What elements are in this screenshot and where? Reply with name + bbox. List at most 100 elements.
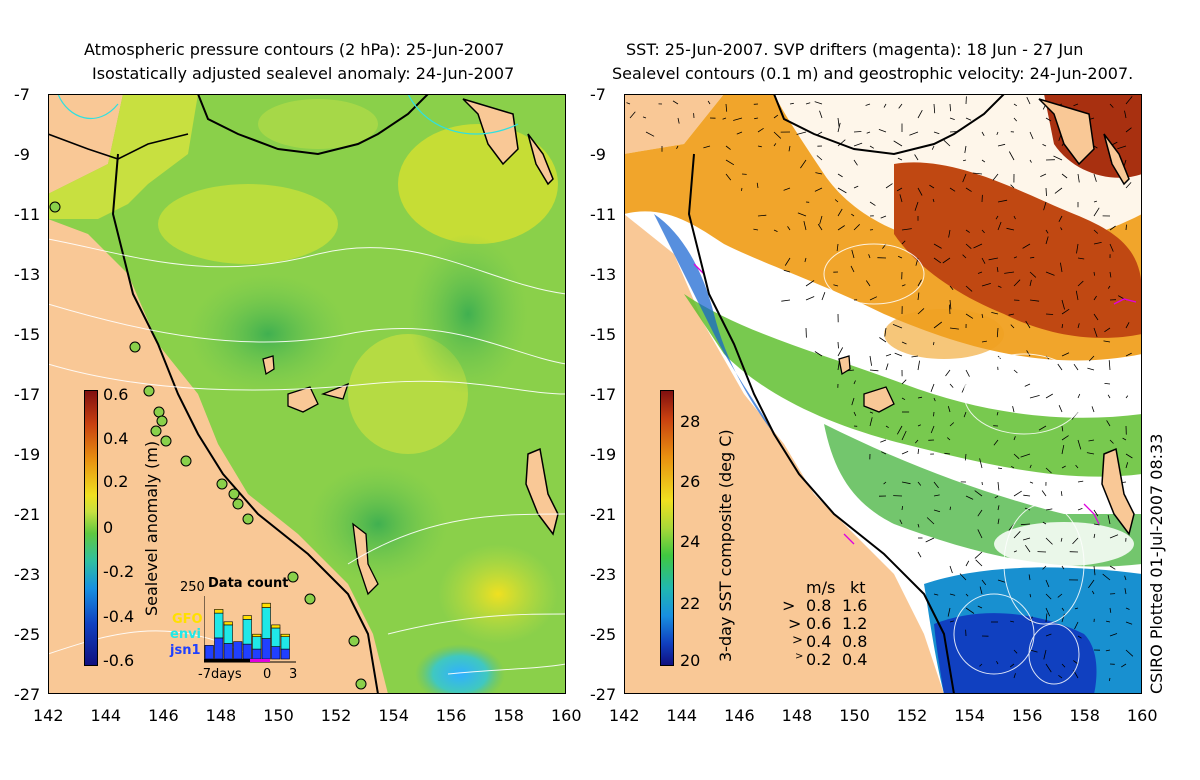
vel-arrow-2: > [788,614,802,633]
velocity-arrow [1045,236,1049,245]
data-count-histogram [204,596,296,663]
velocity-arrow [1029,481,1034,484]
velocity-arrow [901,341,907,345]
velocity-arrow [1061,663,1066,668]
velocity-arrow [901,451,909,455]
vel-row-2-ms: 0.6 [806,614,832,633]
lon-label-right: 150 [839,706,870,725]
histogram-bar [271,646,281,660]
velocity-arrow [933,341,935,346]
lon-label-right: 146 [724,706,755,725]
velocity-arrow [1013,215,1016,220]
velocity-arrow [837,187,847,194]
velocity-arrow [851,213,855,217]
velocity-arrow [1093,327,1098,338]
velocity-arrow [965,117,972,121]
histogram-bar [233,641,243,660]
velocity-arrow [949,299,952,310]
velocity-arrow [1009,663,1015,668]
velocity-arrow [981,159,986,163]
velocity-arrow [1026,97,1031,105]
velocity-arrow [853,380,856,385]
velocity-arrow [773,131,782,139]
vel-header-kt: kt [850,578,866,597]
velocity-arrow [1077,439,1082,450]
velocity-arrow [1040,173,1047,177]
lat-label-left: -27 [14,685,41,704]
velocity-arrow [1061,613,1065,623]
velocity-arrow [901,430,907,441]
velocity-arrow [1010,184,1015,189]
velocity-arrow [1102,573,1111,581]
velocity-arrow [1045,229,1049,234]
plot-credit: CSIRO Plotted 01-Jul-2007 08:33 [1147,433,1166,694]
velocity-arrow [917,523,920,528]
velocity-arrow [819,215,823,225]
vel-header-ms: m/s [806,578,836,597]
vel-arrow-4: > [795,651,804,662]
velocity-arrow [949,422,955,427]
velocity-arrow [1041,490,1047,497]
velocity-arrow [977,509,983,517]
velocity-arrow [1013,453,1020,460]
velocity-arrow [1077,323,1080,329]
velocity-arrow [949,304,951,315]
sla-tick-3: 0 [103,518,114,537]
velocity-arrow [893,140,903,147]
lon-label-left: 142 [33,706,64,725]
lat-label-left: -11 [14,205,41,224]
velocity-arrow [965,187,972,192]
velocity-arrow [1061,465,1066,469]
histogram-bar [271,627,281,647]
velocity-arrow [837,122,841,133]
velocity-arrow [1075,290,1079,301]
velocity-arrow [1042,144,1047,147]
velocity-arrow [1103,340,1111,343]
velocity-arrow [981,229,985,234]
sst-tick-4: 20 [680,651,701,670]
velocity-arrow [1006,227,1015,231]
velocity-arrow [1061,435,1069,441]
velocity-arrow [1024,544,1031,553]
velocity-arrow [733,117,743,121]
lat-label-right: -17 [590,385,617,404]
velocity-arrow [1093,523,1100,526]
velocity-arrow [1013,673,1016,679]
velocity-arrow [797,212,807,217]
velocity-arrow [869,201,876,206]
velocity-arrow [959,573,967,581]
velocity-arrow [1029,395,1040,399]
velocity-arrow [837,341,839,349]
velocity-arrow [996,267,999,273]
velocity-arrow [1093,229,1099,234]
velocity-arrow [1073,660,1079,665]
right-title-line1: SST: 25-Jun-2007. SVP drifters (magenta)… [626,40,1084,59]
velocity-arrow [629,111,636,119]
lat-label-right: -15 [590,325,617,344]
velocity-arrow [851,397,855,406]
velocity-arrow [1028,574,1031,581]
velocity-arrow [626,102,631,105]
velocity-arrow [917,424,921,427]
velocity-arrow [1061,607,1065,611]
velocity-arrow [834,199,839,203]
velocity-arrow [917,360,920,371]
velocity-arrow [814,351,823,357]
lon-label-right: 160 [1127,706,1158,725]
histogram-bar [214,612,224,639]
velocity-arrow [866,131,871,134]
velocity-arrow [865,103,871,106]
velocity-arrow [865,280,871,287]
lon-label-right: 156 [1011,706,1043,725]
velocity-arrow [933,131,940,135]
velocity-arrow [1045,313,1054,315]
velocity-arrow [781,299,791,302]
lon-label-left: 156 [435,706,467,725]
velocity-arrow [1061,425,1064,432]
velocity-arrow [981,283,991,287]
velocity-arrow [901,481,911,485]
lon-label-right: 144 [666,706,698,725]
velocity-arrow [931,145,935,150]
velocity-arrow [917,448,920,455]
velocity-arrow [997,481,1000,491]
